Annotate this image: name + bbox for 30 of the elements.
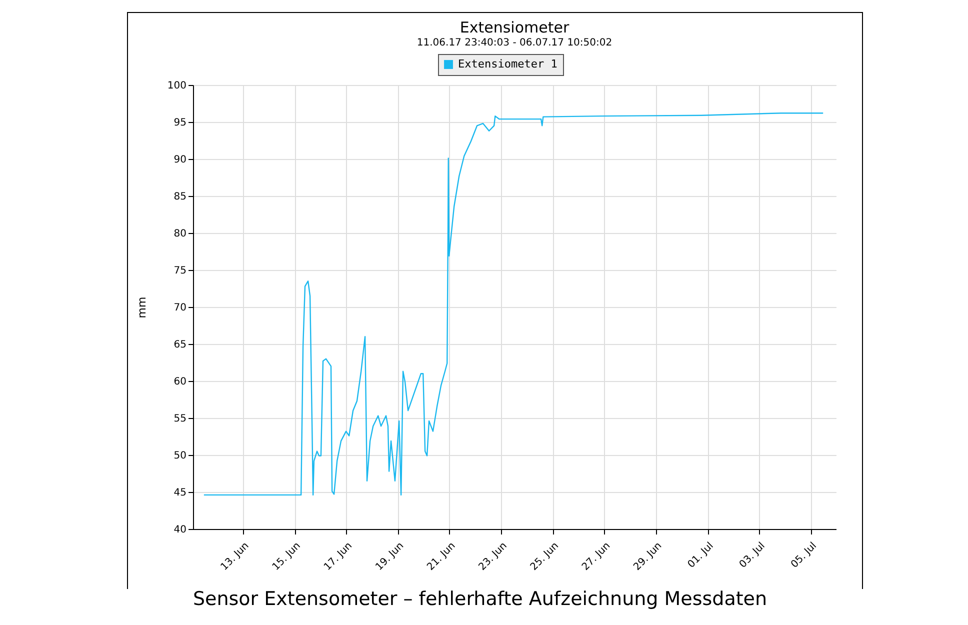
y-tick-label: 55 (174, 414, 186, 424)
chart-subtitle: 11.06.17 23:40:03 - 06.07.17 10:50:02 (416, 38, 612, 48)
y-tick-label: 60 (174, 376, 186, 388)
y-tick-label: 45 (174, 488, 186, 498)
y-tick-label: 65 (174, 340, 186, 350)
x-tick-label: 01. Jul (686, 540, 716, 570)
x-tick-label: 05. Jul (789, 540, 820, 570)
y-axis-title: mm (135, 296, 148, 318)
y-tick-label: 95 (174, 118, 186, 128)
y-tick-label: 70 (174, 302, 186, 314)
x-tick-label: 19. Jun (374, 540, 406, 573)
y-tick-label: 90 (174, 154, 186, 166)
legend-label: Extensiometer 1 (458, 58, 558, 70)
x-tick-label: 25. Jun (528, 540, 561, 573)
text: Sensor Extensometer – fehlerhafte Aufzeichnung Messdaten (192, 588, 768, 610)
x-tick-label: 15. Jun (270, 540, 303, 573)
x-tick-label: 29. Jun (632, 540, 664, 573)
x-tick-label: 03. Jul (738, 540, 768, 570)
x-tick-label: 21. Jun (425, 540, 458, 573)
y-tick-label: 40 (174, 524, 186, 536)
y-tick-label: 100 (167, 80, 186, 92)
x-tick-label: 27. Jun (580, 540, 613, 573)
x-tick-label: 17. Jun (322, 540, 354, 573)
x-tick-label: 23. Jun (477, 540, 510, 573)
y-tick-label: 85 (174, 192, 186, 202)
y-tick-label: 80 (174, 228, 186, 240)
x-tick-label: 13. Jun (218, 540, 252, 573)
y-tick-label: 50 (174, 450, 186, 462)
chart-title: Extensiometer (460, 18, 570, 36)
y-tick-label: 75 (174, 266, 186, 276)
